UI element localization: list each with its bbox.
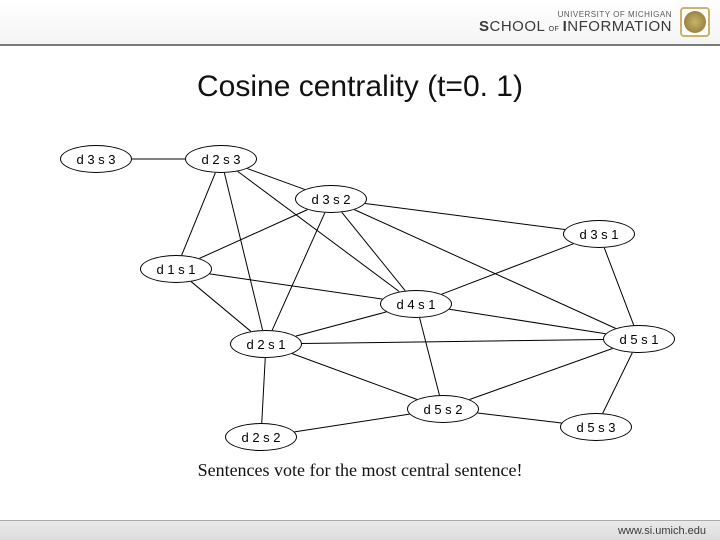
footer-url: www.si.umich.edu (618, 525, 706, 537)
edge-d2s1-d2s2 (262, 358, 265, 423)
university-seal-icon (680, 7, 710, 37)
edge-d3s2-d1s1 (199, 210, 307, 259)
edge-d5s1-d5s3 (603, 353, 633, 413)
node-d5s2: d 5 s 2 (407, 395, 479, 423)
edge-d5s2-d5s3 (477, 413, 561, 423)
graph-edges (25, 120, 695, 450)
header-bar: UNIVERSITY OF MICHIGAN SCHOOL of INFORMA… (0, 0, 720, 46)
institution-main: SCHOOL of INFORMATION (479, 19, 672, 34)
node-d5s3: d 5 s 3 (560, 413, 632, 441)
edge-d2s1-d5s1 (302, 339, 603, 343)
edge-d2s3-d3s2 (247, 169, 304, 190)
node-d2s3: d 2 s 3 (185, 145, 257, 173)
node-d4s1: d 4 s 1 (380, 290, 452, 318)
edge-d5s2-d2s2 (294, 414, 409, 432)
node-d3s3: d 3 s 3 (60, 145, 132, 173)
slide-title: Cosine centrality (t=0. 1) (0, 70, 720, 104)
edge-d4s1-d5s2 (420, 318, 440, 395)
edge-d2s3-d2s1 (224, 173, 262, 330)
footer-bar: www.si.umich.edu (0, 520, 720, 540)
node-d1s1: d 1 s 1 (140, 255, 212, 283)
edge-d3s1-d4s1 (442, 244, 574, 294)
node-d5s1: d 5 s 1 (603, 325, 675, 353)
slide-caption: Sentences vote for the most central sent… (0, 460, 720, 481)
edge-d5s1-d5s2 (470, 348, 613, 399)
node-d2s1: d 2 s 1 (230, 330, 302, 358)
edge-d2s1-d5s2 (292, 354, 417, 400)
seal-inner-icon (684, 11, 706, 33)
edge-d4s1-d2s1 (296, 312, 387, 336)
network-graph: d 3 s 3 d 2 s 3 d 3 s 2 d 3 s 1 d 1 s 1 d 4 s… (25, 120, 695, 450)
edge-d3s2-d4s1 (342, 212, 405, 290)
edge-d1s1-d2s1 (191, 282, 251, 332)
edge-d2s3-d1s1 (182, 173, 216, 255)
slide: UNIVERSITY OF MICHIGAN SCHOOL of INFORMA… (0, 0, 720, 540)
edge-d3s2-d2s1 (272, 213, 325, 330)
node-d3s1: d 3 s 1 (563, 220, 635, 248)
edge-d3s1-d5s1 (604, 248, 633, 325)
institution-text: UNIVERSITY OF MICHIGAN SCHOOL of INFORMA… (479, 11, 672, 34)
edge-d3s2-d3s1 (365, 203, 565, 229)
node-d2s2: d 2 s 2 (225, 423, 297, 451)
node-d3s2: d 3 s 2 (295, 185, 367, 213)
